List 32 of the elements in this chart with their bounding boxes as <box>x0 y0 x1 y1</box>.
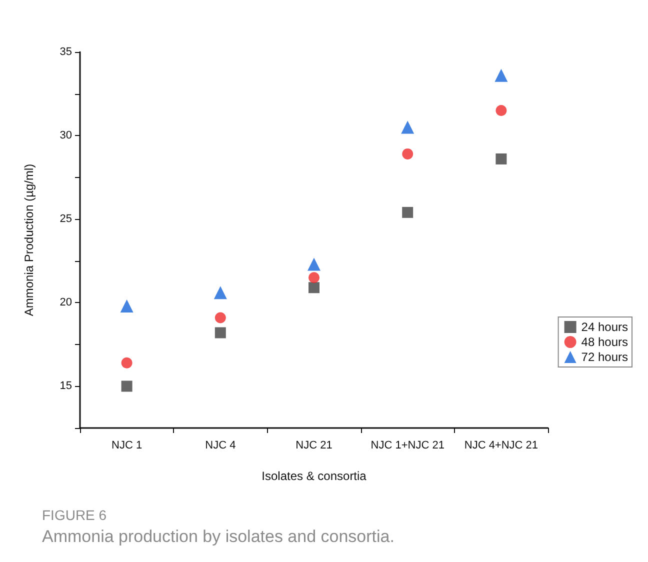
point <box>214 286 227 300</box>
point <box>401 120 414 134</box>
y-tick-label: 35 <box>60 46 72 58</box>
point <box>496 104 507 116</box>
legend-label: 48 hours <box>581 335 628 349</box>
point <box>121 380 132 392</box>
x-axis-title: Isolates & consortia <box>262 469 367 483</box>
point <box>214 327 226 338</box>
point <box>308 272 320 284</box>
y-axis-title: Ammonia Production (µg/ml) <box>22 164 36 316</box>
x-tick-label: NJC 4 <box>205 440 236 452</box>
point <box>496 153 507 164</box>
point <box>494 68 508 82</box>
point <box>402 148 414 160</box>
x-tick-label: NJC 21 <box>296 440 332 452</box>
y-tick-label: 25 <box>60 213 72 226</box>
point <box>308 258 320 271</box>
caption: FIGURE 6 <box>42 507 107 523</box>
point <box>121 357 132 368</box>
legend-label: 24 hours <box>581 320 628 334</box>
point <box>308 282 320 294</box>
y-tick-label: 15 <box>60 380 72 392</box>
text: Ammonia production by isolates and consortia. <box>42 527 394 546</box>
x-tick-label: NJC 4+NJC 21 <box>464 440 538 452</box>
point <box>402 206 414 218</box>
y-tick-label: 20 <box>60 296 72 309</box>
point <box>120 300 134 313</box>
legend-label: 72 hours <box>581 350 628 364</box>
point <box>214 312 226 324</box>
x-tick-label: NJC 1+NJC 21 <box>370 440 444 452</box>
y-tick-label: 30 <box>60 130 72 142</box>
x-tick-label: NJC 1 <box>112 440 142 452</box>
